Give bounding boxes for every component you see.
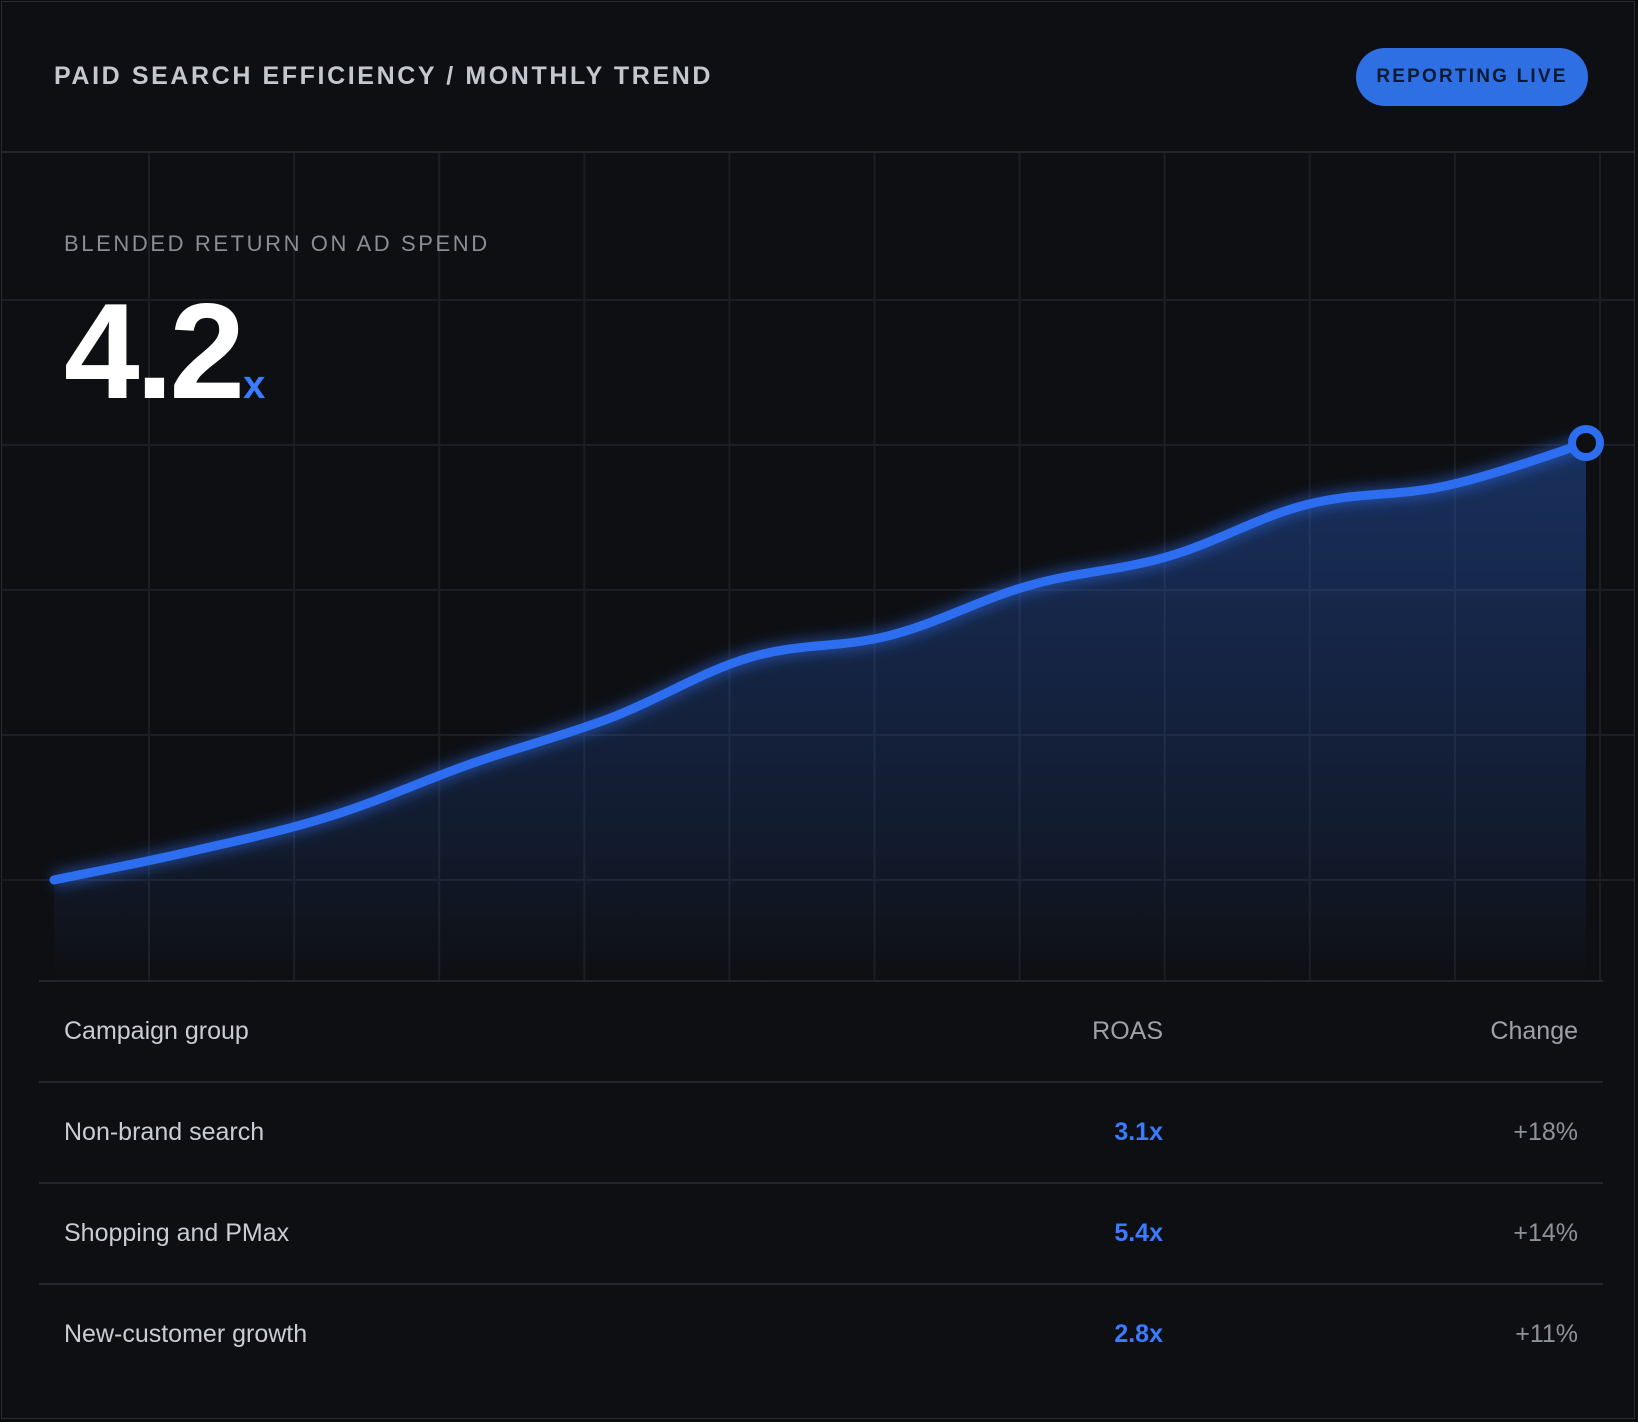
- kpi-value: 4.2: [64, 275, 245, 427]
- table-row: Non-brand search 3.1x +18%: [39, 1081, 1603, 1182]
- kpi-unit: x: [243, 363, 266, 407]
- trend-chart-svg: [2, 153, 1634, 981]
- campaign-change: +18%: [1513, 1118, 1578, 1146]
- column-header-campaign-group: Campaign group: [64, 1017, 249, 1045]
- campaign-change: +11%: [1515, 1320, 1578, 1348]
- kpi-label: BLENDED RETURN ON AD SPEND: [64, 231, 490, 256]
- campaign-name: Shopping and PMax: [64, 1219, 290, 1247]
- table-header-row: Campaign group ROAS Change: [39, 980, 1603, 1081]
- trend-chart: BLENDED RETURN ON AD SPEND 4.2 x: [2, 153, 1634, 981]
- card-header: PAID SEARCH EFFICIENCY / MONTHLY TREND R…: [2, 2, 1634, 153]
- kpi: 4.2 x: [64, 283, 265, 419]
- campaign-change: +14%: [1513, 1219, 1578, 1247]
- campaign-roas: 3.1x: [1114, 1118, 1163, 1146]
- endpoint-marker: [1568, 425, 1604, 461]
- campaign-table: Campaign group ROAS Change Non-brand sea…: [39, 980, 1603, 1384]
- campaign-roas: 5.4x: [1114, 1219, 1163, 1247]
- table-row: New-customer growth 2.8x +11%: [39, 1283, 1603, 1384]
- campaign-name: New-customer growth: [64, 1320, 308, 1348]
- series-area: [54, 443, 1586, 981]
- campaign-roas: 2.8x: [1114, 1320, 1163, 1348]
- column-header-roas: ROAS: [1092, 1017, 1163, 1045]
- column-header-change: Change: [1490, 1017, 1578, 1045]
- page-title: PAID SEARCH EFFICIENCY / MONTHLY TREND: [54, 62, 714, 90]
- series-line: [49, 438, 1591, 885]
- reporting-live-badge[interactable]: REPORTING LIVE: [1356, 48, 1588, 106]
- table-row: Shopping and PMax 5.4x +14%: [39, 1182, 1603, 1283]
- campaign-name: Non-brand search: [64, 1118, 265, 1146]
